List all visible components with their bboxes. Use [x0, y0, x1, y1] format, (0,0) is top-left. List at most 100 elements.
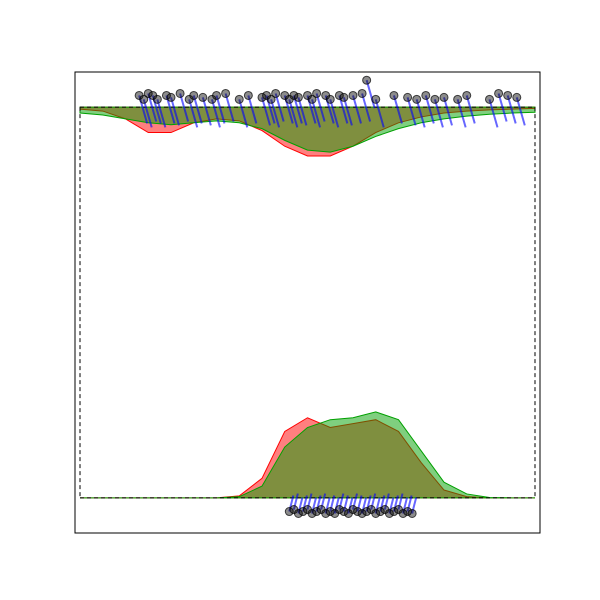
point-stem — [283, 95, 294, 124]
point-stem — [297, 97, 308, 126]
point — [430, 94, 440, 104]
point — [348, 90, 358, 100]
point — [334, 505, 344, 515]
point — [198, 92, 208, 102]
point-stem — [306, 493, 313, 510]
point — [289, 90, 299, 100]
point-stem — [324, 95, 335, 124]
point-stem — [456, 99, 467, 128]
point — [403, 507, 413, 517]
point — [307, 508, 317, 518]
point — [325, 507, 335, 517]
point — [462, 90, 472, 100]
point-stem — [424, 95, 435, 124]
point — [357, 88, 367, 98]
point-stem — [224, 93, 235, 122]
point — [362, 507, 372, 517]
point — [407, 508, 417, 518]
point — [243, 90, 253, 100]
point — [293, 508, 303, 518]
point-stem — [415, 99, 426, 128]
point-stem — [465, 95, 476, 124]
point-stem — [315, 93, 326, 122]
point-stem — [142, 99, 153, 128]
point-stem — [406, 495, 413, 512]
point-stem — [329, 495, 336, 512]
point-stem — [411, 497, 418, 514]
point — [453, 94, 463, 104]
point-stem — [270, 99, 281, 128]
point — [439, 92, 449, 102]
point-stem — [443, 97, 453, 126]
point-stem — [383, 493, 390, 510]
point — [293, 92, 303, 102]
point-stem — [138, 95, 149, 124]
point — [166, 92, 176, 102]
point-stem — [288, 99, 299, 128]
point-stem — [356, 495, 363, 512]
point — [412, 94, 422, 104]
point — [175, 88, 185, 98]
point-stem — [342, 97, 353, 126]
point-stem — [506, 95, 517, 124]
point — [371, 94, 381, 104]
point-stem — [238, 99, 249, 128]
point — [512, 92, 522, 102]
point-stem — [311, 99, 322, 128]
point — [484, 94, 494, 104]
point-stem — [497, 93, 508, 122]
point-stem — [151, 95, 162, 124]
point — [357, 508, 367, 518]
point — [375, 507, 385, 517]
point-stem — [320, 493, 327, 510]
point — [371, 508, 381, 518]
point — [362, 75, 372, 85]
point — [161, 90, 171, 100]
point — [298, 507, 308, 517]
point-stem — [156, 99, 167, 128]
point — [403, 92, 413, 102]
point-stem — [352, 493, 358, 510]
point — [353, 507, 363, 517]
point-stem — [406, 97, 417, 126]
point-stem — [488, 99, 499, 128]
point — [384, 508, 394, 518]
point — [494, 88, 504, 98]
point — [152, 94, 162, 104]
point-stem — [433, 99, 444, 128]
point — [221, 88, 231, 98]
point-stem — [515, 97, 526, 126]
point-stem — [210, 99, 221, 128]
point-stem — [265, 95, 276, 124]
point — [266, 94, 276, 104]
point-stem — [392, 95, 403, 124]
point-stem — [179, 93, 190, 122]
point — [271, 88, 281, 98]
point — [212, 90, 222, 100]
point — [284, 507, 294, 517]
point-stem — [274, 93, 285, 122]
point — [307, 94, 317, 104]
point-stem — [361, 93, 372, 122]
point-stem — [188, 99, 199, 128]
point — [321, 508, 331, 518]
point — [234, 94, 244, 104]
point-stem — [247, 95, 258, 124]
point — [325, 94, 335, 104]
point-stem — [352, 95, 362, 124]
point-stem — [338, 493, 345, 510]
point — [389, 90, 399, 100]
point — [339, 507, 349, 517]
point-stem — [201, 97, 212, 126]
point — [421, 90, 431, 100]
point — [389, 507, 399, 517]
point-stem — [370, 493, 377, 510]
point-stem — [192, 95, 203, 124]
point — [257, 92, 267, 102]
point-stem — [374, 99, 385, 128]
point — [348, 505, 358, 515]
point-stem — [306, 95, 317, 124]
point — [139, 94, 149, 104]
point-stem — [170, 97, 180, 126]
point — [143, 88, 153, 98]
